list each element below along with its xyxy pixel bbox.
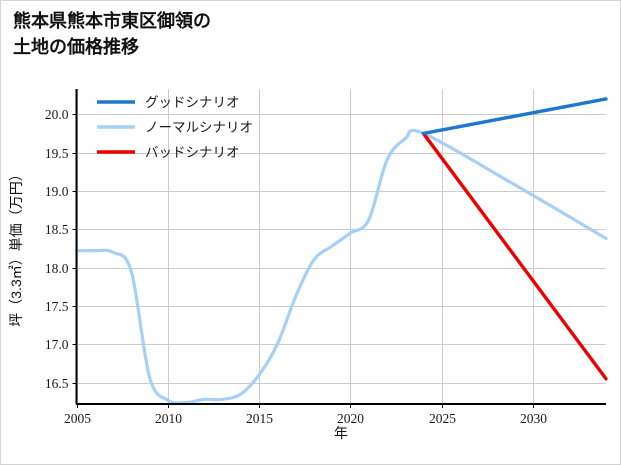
x-tick-label: 2005	[64, 411, 91, 426]
y-tick-label: 18.5	[45, 222, 69, 237]
x-tick-labels: 2005 2010 2015 2020 2025 2030	[64, 411, 547, 426]
y-tick-label: 16.5	[45, 376, 69, 391]
y-tick-labels: 16.5 17.0 17.5 18.0 18.5 19.0 19.5 20.0	[45, 107, 69, 391]
y-tick-label: 17.0	[45, 337, 69, 352]
legend-label-normal: ノーマルシナリオ	[145, 120, 253, 135]
y-tick-label: 20.0	[45, 107, 69, 122]
x-tick-label: 2030	[520, 411, 547, 426]
y-tick-label: 19.0	[45, 184, 69, 199]
y-tick-label: 17.5	[45, 299, 69, 314]
y-tick-label: 18.0	[45, 261, 69, 276]
series-lines	[74, 97, 608, 405]
legend-label-bad: バッドシナリオ	[145, 145, 240, 160]
x-axis-title: 年	[334, 425, 348, 441]
y-axis-title: 坪（3.3㎡）単価（万円）	[8, 167, 24, 326]
axis-spines	[75, 89, 606, 405]
x-tick-label: 2010	[155, 411, 182, 426]
legend-label-good: グッドシナリオ	[145, 95, 240, 110]
gridlines	[76, 89, 606, 404]
series-line-good	[421, 97, 608, 136]
y-tick-label: 19.5	[45, 146, 69, 161]
series-line-bad	[421, 131, 608, 381]
series-line-normal	[74, 128, 608, 405]
x-tick-label: 2020	[337, 411, 364, 426]
x-tick-label: 2015	[246, 411, 273, 426]
page-title: 熊本県熊本市東区御領の 土地の価格推移	[13, 11, 211, 57]
x-tick-label: 2025	[429, 411, 456, 426]
